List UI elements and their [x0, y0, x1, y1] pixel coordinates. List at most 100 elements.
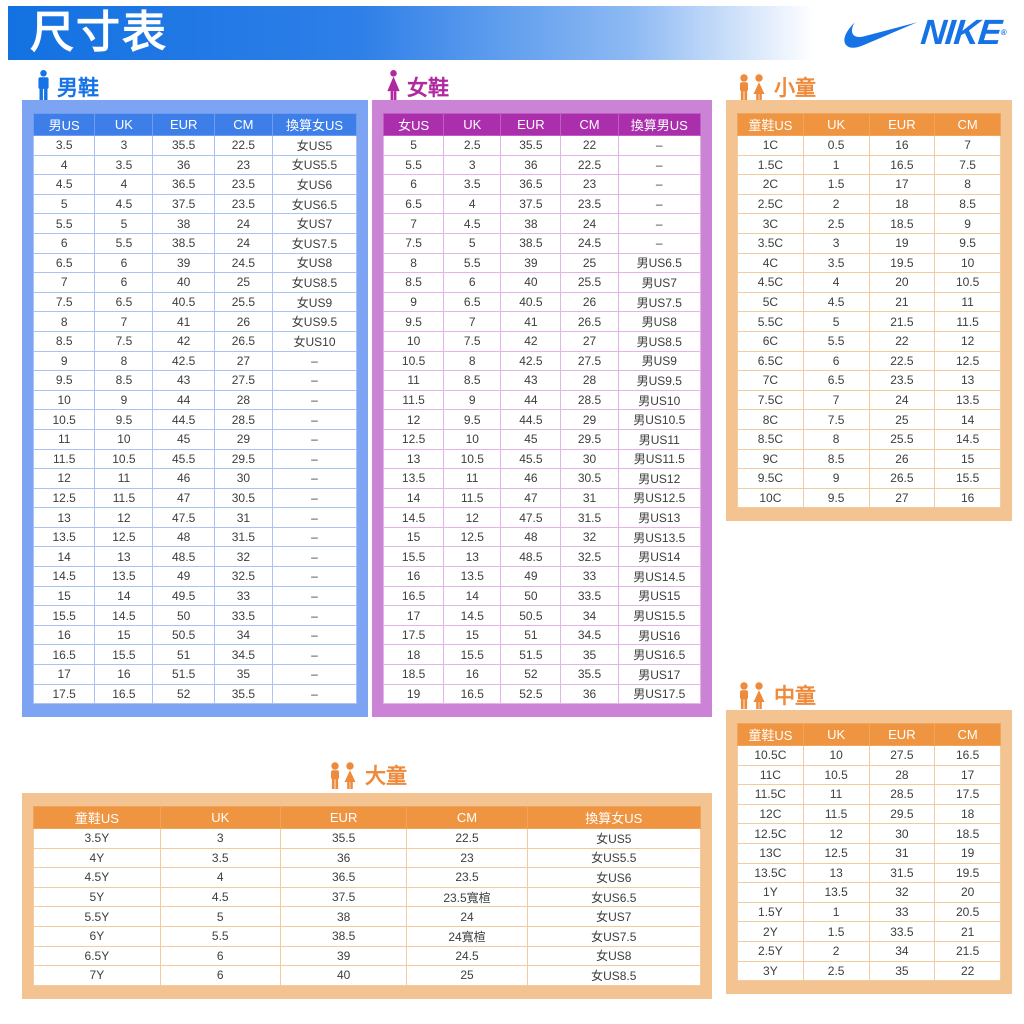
middle-kids-section-header: 中童	[736, 680, 816, 710]
table-cell: 12.5	[382, 428, 445, 450]
table-cell: 4C	[737, 252, 804, 274]
table-cell: 50	[500, 585, 562, 607]
table-cell: 44	[500, 389, 562, 411]
table-cell: 13.5	[382, 468, 445, 489]
table-cell: 男US8.5	[617, 330, 702, 352]
table-cell: 女US5.5	[526, 847, 702, 869]
table-cell: 46	[500, 468, 562, 489]
table-cell: 3.5	[159, 847, 281, 869]
table-cell: 女US9.5	[271, 311, 358, 332]
table-row: 9 8 42.5 27–	[32, 350, 358, 372]
table-row: 13C 12.5 31 19	[737, 842, 1001, 864]
table-cell: 6C	[737, 330, 804, 352]
table-cell: 40.5	[500, 291, 562, 313]
table-cell: 12C	[737, 803, 804, 825]
table-cell: 15.5	[94, 644, 154, 666]
table-cell: 24寬楦	[406, 925, 528, 947]
table-cell: 32	[560, 526, 619, 548]
table-cell: 10.5	[934, 272, 1001, 293]
table-row: 10C 9.5 27 16	[737, 487, 1001, 509]
table-row: 12.5 10 45 29.5 男US11	[382, 428, 702, 450]
table-cell: 47	[500, 487, 562, 509]
table-cell: 9.5	[934, 232, 1001, 254]
table-cell: 28.5	[213, 409, 273, 430]
table-cell: 3C	[737, 213, 804, 234]
table-cell: 22	[560, 135, 619, 156]
table-cell: 47.5	[500, 507, 562, 528]
table-cell: 28	[560, 370, 619, 391]
table-cell: 21	[934, 921, 1001, 942]
table-row: 4Y 3.5 36 23 女US5.5	[33, 847, 702, 869]
table-cell: 28	[213, 389, 273, 411]
table-cell: 5	[382, 135, 445, 156]
table-cell: 27	[868, 487, 936, 509]
table-cell: –	[271, 624, 358, 646]
page-title: 尺寸表	[30, 8, 168, 57]
table-cell: 45	[500, 428, 562, 450]
table-cell: –	[617, 213, 702, 234]
column-header: 童鞋US	[737, 113, 804, 136]
table-cell: –	[617, 154, 702, 176]
table-cell: 5.5	[159, 925, 281, 947]
table-cell: 11	[802, 784, 870, 805]
table-cell: 2.5	[443, 135, 502, 156]
table-cell: 23.5	[560, 193, 619, 215]
column-header: UK	[443, 113, 502, 136]
table-cell: –	[271, 546, 358, 568]
table-cell: 4	[159, 867, 281, 888]
table-cell: 15	[934, 448, 1001, 470]
table-row: 15 12.5 48 32 男US13.5	[382, 526, 702, 548]
table-cell: 11	[443, 468, 502, 489]
table-cell: 35.5	[279, 828, 408, 849]
table-cell: 18.5	[868, 213, 936, 234]
table-cell: 34	[213, 624, 273, 646]
table-row: 2.5C 2 18 8.5	[737, 193, 1001, 215]
table-row: 6.5C 6 22.5 12.5	[737, 350, 1001, 372]
table-cell: 16.5	[94, 683, 154, 705]
table-row: 17 14.5 50.5 34 男US15.5	[382, 605, 702, 626]
table-cell: 48.5	[500, 546, 562, 568]
table-cell: 11C	[737, 764, 804, 786]
table-cell: 1C	[737, 135, 804, 156]
table-row: 13 12 47.5 31–	[32, 507, 358, 528]
table-cell: 35	[868, 960, 936, 982]
table-row: 15.5 14.5 50 33.5–	[32, 605, 358, 626]
table-cell: 12	[94, 507, 154, 528]
table-row: 7 4.5 38 24–	[382, 213, 702, 234]
table-cell: 女US8.5	[271, 272, 358, 293]
table-cell: 1.5Y	[737, 901, 804, 923]
table-cell: 38.5	[500, 232, 562, 254]
table-cell: 5	[94, 213, 154, 234]
table-cell: 26	[213, 311, 273, 332]
table-cell: 23	[213, 154, 273, 176]
table-cell: –	[271, 585, 358, 607]
table-cell: 11.5	[32, 448, 96, 470]
table-cell: 13C	[737, 842, 804, 864]
table-cell: 男US17.5	[617, 683, 702, 705]
table-cell: 5Y	[33, 886, 161, 908]
table-cell: 36	[152, 154, 215, 176]
column-header: EUR	[868, 723, 936, 746]
table-row: 8 7 41 26 女US9.5	[32, 311, 358, 332]
table-cell: 9.5	[32, 370, 96, 391]
table-cell: 13.5	[934, 389, 1001, 411]
table-cell: 21.5	[934, 940, 1001, 962]
table-cell: 12.5	[32, 487, 96, 509]
table-cell: 15.5	[382, 546, 445, 568]
table-cell: 10	[443, 428, 502, 450]
table-cell: 13.5	[94, 566, 154, 587]
table-row: 8C 7.5 25 14	[737, 409, 1001, 430]
table-row: 15 14 49.5 33–	[32, 585, 358, 607]
table-cell: 14.5	[934, 428, 1001, 450]
table-cell: 16.5	[443, 683, 502, 705]
table-cell: 13.5C	[737, 862, 804, 884]
table-row: 6 5.5 38.5 24 女US7.5	[32, 232, 358, 254]
table-cell: 25	[213, 272, 273, 293]
table-cell: 50.5	[152, 624, 215, 646]
table-row: 6C 5.5 22 12	[737, 330, 1001, 352]
table-row: 5.5 5 38 24 女US7	[32, 213, 358, 234]
table-cell: 9.5	[94, 409, 154, 430]
table-cell: 5	[159, 906, 281, 927]
table-cell: 25	[406, 965, 528, 986]
table-cell: 4.5	[159, 886, 281, 908]
